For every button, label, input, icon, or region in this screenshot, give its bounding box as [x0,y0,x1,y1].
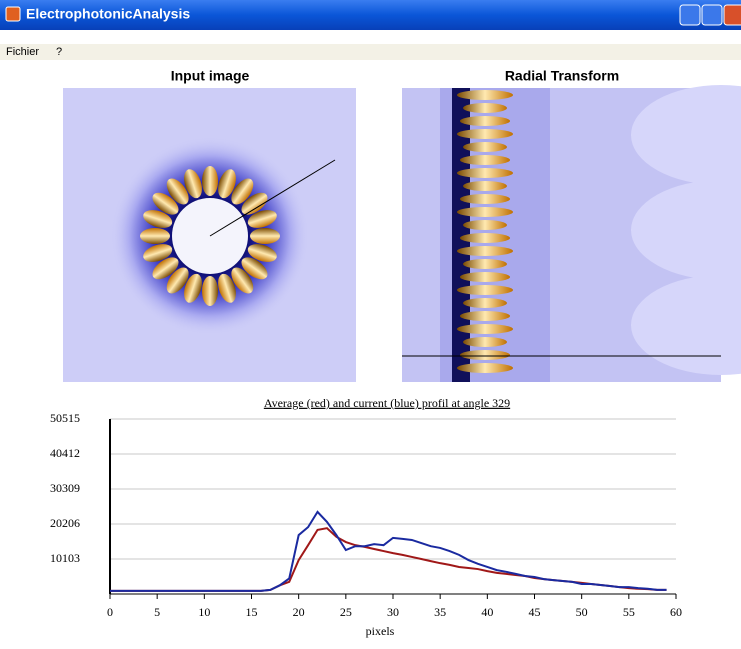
glow-band [463,259,507,269]
glow-band [460,233,510,243]
page: ElectrophotonicAnalysis Fichier ? Input … [0,0,741,644]
glow-band [463,181,507,191]
glow-band [463,220,507,230]
x-tick-label: 0 [107,605,113,619]
x-tick-label: 30 [387,605,399,619]
menu-item[interactable]: Fichier [6,46,39,58]
glow-band [463,298,507,308]
glow-band [460,311,510,321]
x-axis-label: pixels [366,624,395,638]
x-tick-label: 45 [529,605,541,619]
glow-band [463,142,507,152]
x-tick-label: 40 [481,605,493,619]
input-image [63,88,356,382]
window: ElectrophotonicAnalysis Fichier ? Input … [0,0,741,644]
glow-petal [140,228,170,244]
x-tick-label: 10 [198,605,210,619]
menu-bar [0,44,741,60]
radial-image [402,85,741,382]
glow-petal [202,276,218,306]
x-tick-label: 35 [434,605,446,619]
glow-band [460,350,510,360]
glow-band [463,103,507,113]
y-tick-label: 30309 [50,481,80,495]
close-button[interactable] [724,5,741,25]
x-tick-label: 60 [670,605,682,619]
glow-band [457,285,513,295]
x-tick-label: 5 [154,605,160,619]
y-tick-label: 10103 [50,551,80,565]
glow-band [460,116,510,126]
x-tick-label: 20 [293,605,305,619]
panel-title: Radial Transform [505,68,619,84]
glow-petal [250,228,280,244]
glow-band [460,155,510,165]
y-tick-label: 40412 [50,446,80,460]
minimize-button[interactable] [680,5,700,25]
glow-band [457,168,513,178]
window-title: ElectrophotonicAnalysis [26,6,190,22]
glow-petal [202,166,218,196]
app-icon [6,7,20,21]
glow-band [457,129,513,139]
x-tick-label: 25 [340,605,352,619]
x-tick-label: 55 [623,605,635,619]
x-tick-label: 15 [246,605,258,619]
glow-band [460,272,510,282]
glow-band [457,90,513,100]
maximize-button[interactable] [702,5,722,25]
chart-title: Average (red) and current (blue) profil … [264,396,510,410]
y-tick-label: 50515 [50,411,80,425]
glow-band [457,324,513,334]
glow-band [457,246,513,256]
menu-item[interactable]: ? [56,46,62,58]
x-tick-label: 50 [576,605,588,619]
y-tick-label: 20206 [50,516,80,530]
glow-band [457,207,513,217]
panel-title: Input image [171,68,250,84]
glow-band [463,337,507,347]
glow-band [460,194,510,204]
glow-band [457,363,513,373]
